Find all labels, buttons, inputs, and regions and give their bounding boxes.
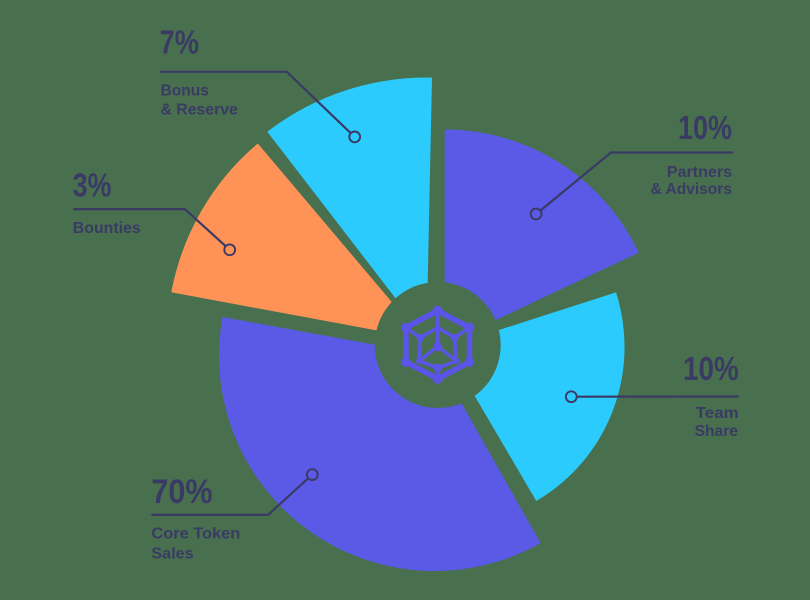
svg-text:70%: 70% xyxy=(151,473,212,511)
svg-text:& Reserve: & Reserve xyxy=(161,102,238,119)
svg-text:Share: Share xyxy=(695,423,738,440)
svg-text:10%: 10% xyxy=(678,109,732,146)
svg-text:Bounties: Bounties xyxy=(73,220,141,237)
svg-text:Core Token: Core Token xyxy=(151,526,240,543)
svg-text:Sales: Sales xyxy=(151,545,193,562)
svg-text:Partners: Partners xyxy=(667,164,732,181)
svg-text:Bonus: Bonus xyxy=(161,83,209,100)
svg-text:& Advisors: & Advisors xyxy=(651,181,733,198)
svg-text:3%: 3% xyxy=(73,167,112,204)
svg-text:10%: 10% xyxy=(683,350,739,387)
svg-text:Team: Team xyxy=(696,405,739,422)
svg-text:7%: 7% xyxy=(160,23,199,60)
